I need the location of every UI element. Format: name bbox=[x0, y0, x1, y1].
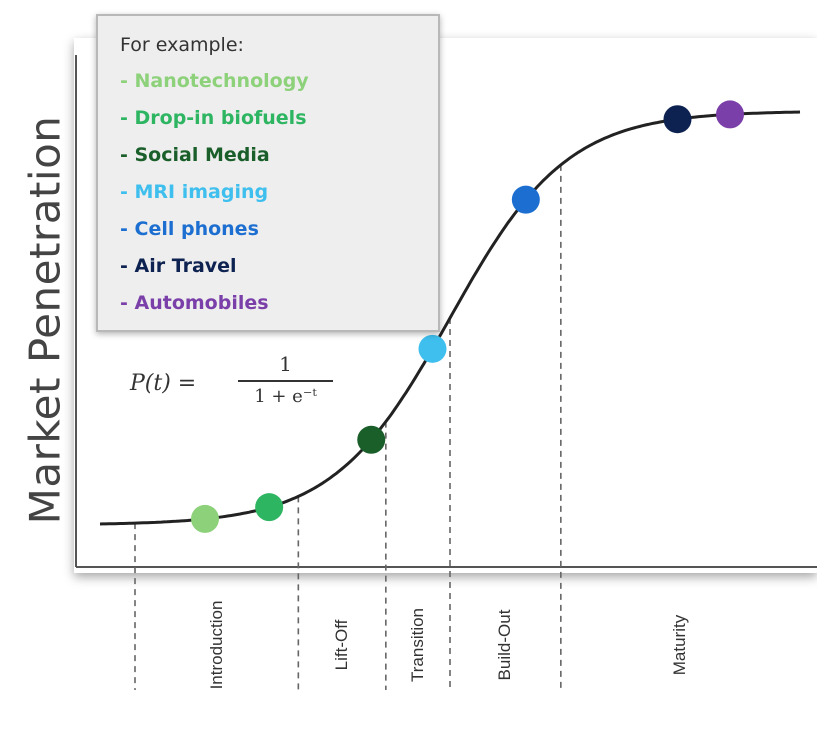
formula-denominator: 1 + e⁻ᵗ bbox=[254, 386, 317, 407]
point-social-media bbox=[357, 425, 386, 454]
legend-item: - Nanotechnology bbox=[120, 70, 309, 92]
legend-item: - Drop-in biofuels bbox=[120, 107, 307, 129]
legend: For example: - Nanotechnology - Drop-in b… bbox=[96, 14, 440, 332]
point-automobiles bbox=[716, 100, 744, 129]
legend-title: For example: bbox=[120, 34, 244, 56]
phase-label-transition: Transition bbox=[407, 607, 427, 683]
point-drop-in-biofuels bbox=[255, 493, 284, 522]
phase-label-build-out: Build-Out bbox=[495, 609, 515, 681]
legend-items: - Nanotechnology - Drop-in biofuels - Soci… bbox=[120, 70, 438, 329]
logistic-formula: P(t) = 1 1 + e⁻ᵗ bbox=[130, 352, 340, 422]
phase-label-introduction: Introduction bbox=[206, 600, 226, 690]
legend-item: - Air Travel bbox=[120, 255, 237, 277]
legend-item: - Cell phones bbox=[120, 218, 259, 240]
legend-item: - Automobiles bbox=[120, 292, 269, 314]
phase-divider-lines bbox=[134, 164, 562, 690]
phase-label-lift-off: Lift-Off bbox=[332, 619, 352, 671]
point-cell-phones bbox=[511, 185, 540, 214]
point-nanotechnology bbox=[191, 504, 219, 533]
legend-item: - MRI imaging bbox=[120, 181, 269, 203]
formula-numerator: 1 bbox=[279, 352, 292, 376]
y-axis-label: Market Penetration bbox=[20, 115, 70, 525]
legend-item: - Social Media bbox=[120, 144, 270, 166]
formula-fraction: 1 1 + e⁻ᵗ bbox=[238, 352, 333, 407]
phase-label-maturity: Maturity bbox=[670, 614, 690, 676]
point-air-travel bbox=[663, 105, 692, 134]
axes bbox=[75, 55, 817, 568]
formula-fraction-bar bbox=[238, 380, 333, 382]
data-points bbox=[191, 100, 744, 533]
formula-lhs: P(t) = bbox=[130, 371, 197, 396]
point-mri-imaging bbox=[418, 334, 447, 363]
